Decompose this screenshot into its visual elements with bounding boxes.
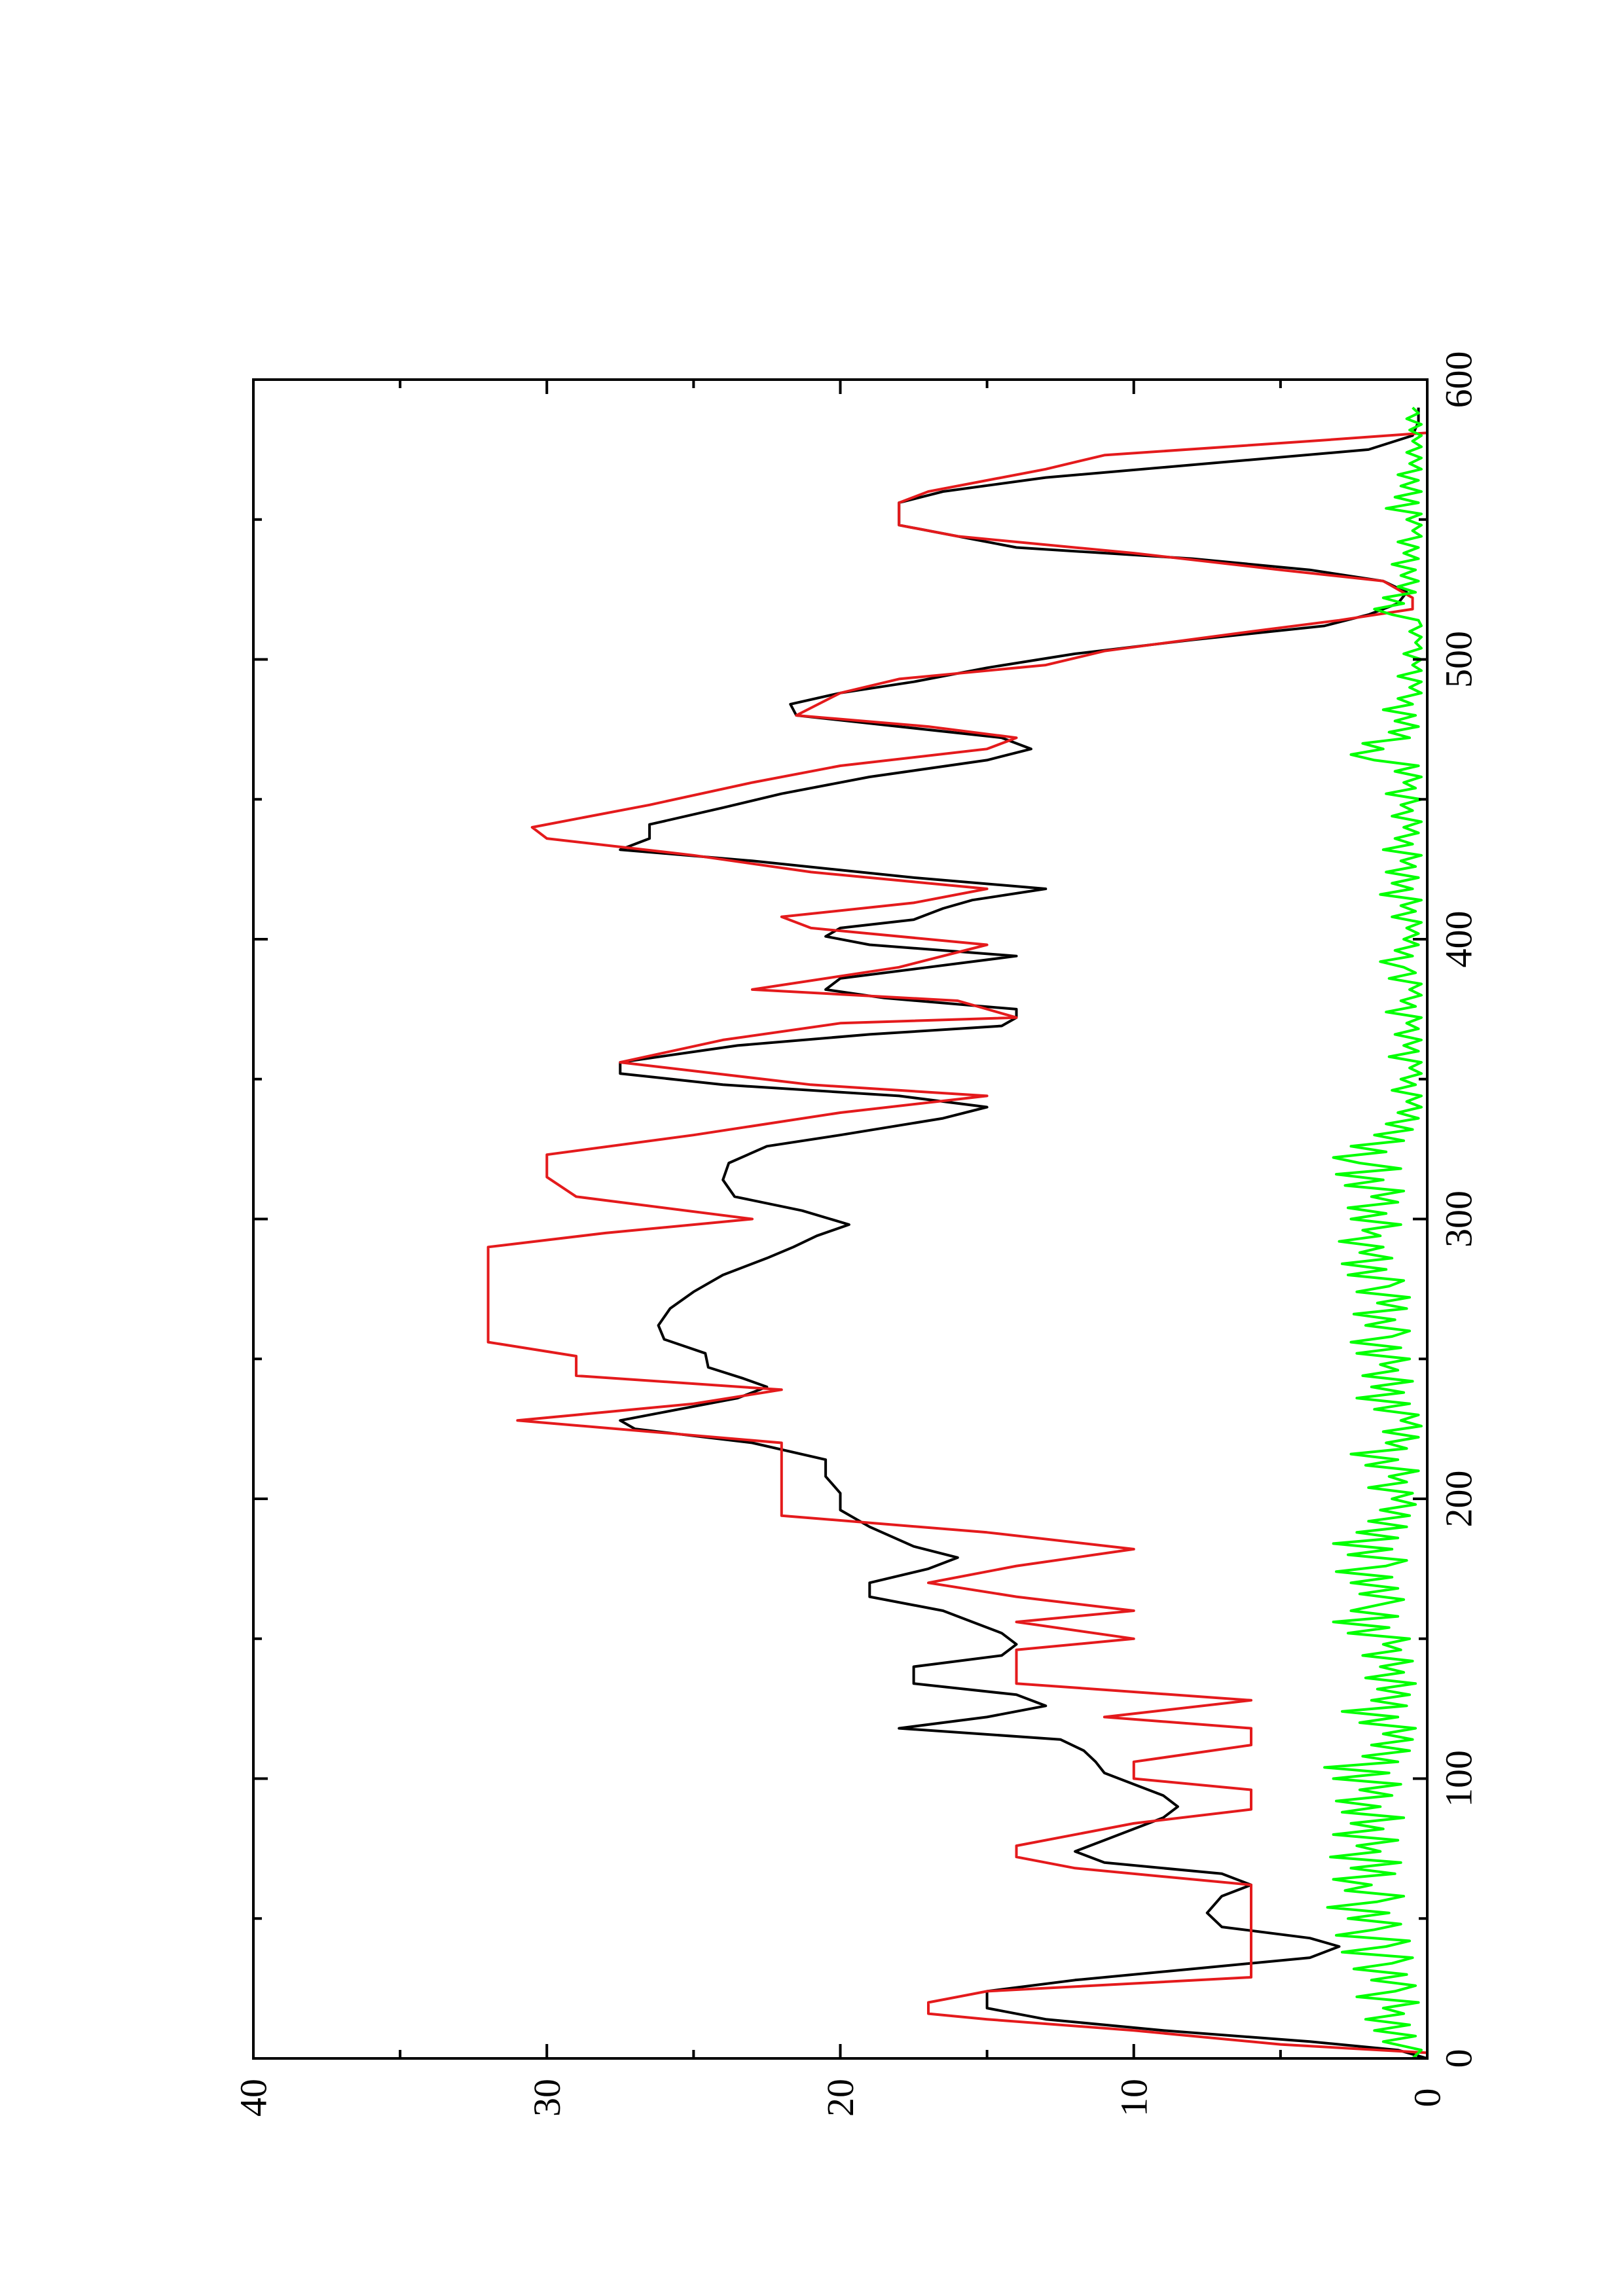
series-line-1 [619, 407, 1428, 2060]
x-tick-label: 500 [1438, 631, 1480, 688]
x-tick-label: 400 [1438, 911, 1480, 968]
y-tick-label: 40 [232, 2079, 275, 2117]
axis-ticks [252, 378, 1429, 2060]
series-line-2 [486, 407, 1429, 2058]
y-tick-label: 30 [526, 2079, 568, 2117]
series-lines [486, 406, 1429, 2060]
y-tick-label: 0 [1406, 2089, 1449, 2108]
y-tick-label: 10 [1112, 2079, 1155, 2117]
series-line-3 [1323, 406, 1423, 2060]
x-tick-label: 100 [1438, 1750, 1480, 1807]
y-tick-label: 20 [819, 2079, 862, 2117]
x-tick-label: 300 [1438, 1191, 1480, 1247]
x-tick-label: 200 [1438, 1471, 1480, 1528]
x-tick-label: 600 [1438, 351, 1480, 408]
axis-tick-labels: 0 100 200 300 400 500 600 0 10 20 30 40 [232, 351, 1480, 2117]
x-tick-label: 0 [1438, 2049, 1480, 2068]
